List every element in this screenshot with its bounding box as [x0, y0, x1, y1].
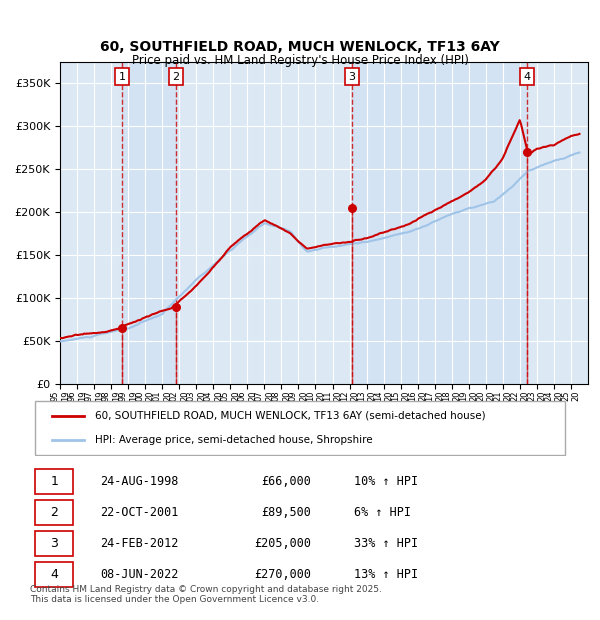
Bar [352, 62, 527, 384]
Text: HPI: Average price, semi-detached house, Shropshire: HPI: Average price, semi-detached house,… [95, 435, 373, 445]
Text: £270,000: £270,000 [254, 568, 311, 580]
Text: £205,000: £205,000 [254, 537, 311, 549]
Text: 60, SOUTHFIELD ROAD, MUCH WENLOCK, TF13 6AY (semi-detached house): 60, SOUTHFIELD ROAD, MUCH WENLOCK, TF13 … [95, 410, 485, 420]
Text: 33% ↑ HPI: 33% ↑ HPI [354, 537, 418, 549]
Text: £66,000: £66,000 [261, 475, 311, 487]
FancyBboxPatch shape [35, 562, 73, 587]
Text: 4: 4 [50, 568, 58, 580]
FancyBboxPatch shape [35, 531, 73, 556]
Point [118, 322, 127, 332]
Text: 13% ↑ HPI: 13% ↑ HPI [354, 568, 418, 580]
Text: 60, SOUTHFIELD ROAD, MUCH WENLOCK, TF13 6AY: 60, SOUTHFIELD ROAD, MUCH WENLOCK, TF13 … [100, 40, 500, 55]
Text: 24-FEB-2012: 24-FEB-2012 [100, 537, 179, 549]
Text: 4: 4 [524, 72, 531, 82]
Point [347, 203, 357, 213]
FancyBboxPatch shape [35, 469, 73, 494]
FancyBboxPatch shape [35, 401, 565, 454]
Text: 3: 3 [50, 537, 58, 549]
Text: 1: 1 [50, 475, 58, 487]
Text: 2: 2 [50, 506, 58, 518]
Point [523, 148, 532, 157]
Text: 10% ↑ HPI: 10% ↑ HPI [354, 475, 418, 487]
Text: £89,500: £89,500 [261, 506, 311, 518]
Text: 3: 3 [349, 72, 356, 82]
Text: Contains HM Land Registry data © Crown copyright and database right 2025.
This d: Contains HM Land Registry data © Crown c… [30, 585, 382, 604]
Text: 24-AUG-1998: 24-AUG-1998 [100, 475, 179, 487]
Text: 1: 1 [119, 72, 125, 82]
Text: 6% ↑ HPI: 6% ↑ HPI [354, 506, 411, 518]
FancyBboxPatch shape [35, 500, 73, 525]
Point [171, 303, 181, 312]
Text: 08-JUN-2022: 08-JUN-2022 [100, 568, 179, 580]
Text: 22-OCT-2001: 22-OCT-2001 [100, 506, 179, 518]
Text: 2: 2 [172, 72, 179, 82]
Bar [122, 62, 176, 384]
Text: Price paid vs. HM Land Registry's House Price Index (HPI): Price paid vs. HM Land Registry's House … [131, 54, 469, 67]
